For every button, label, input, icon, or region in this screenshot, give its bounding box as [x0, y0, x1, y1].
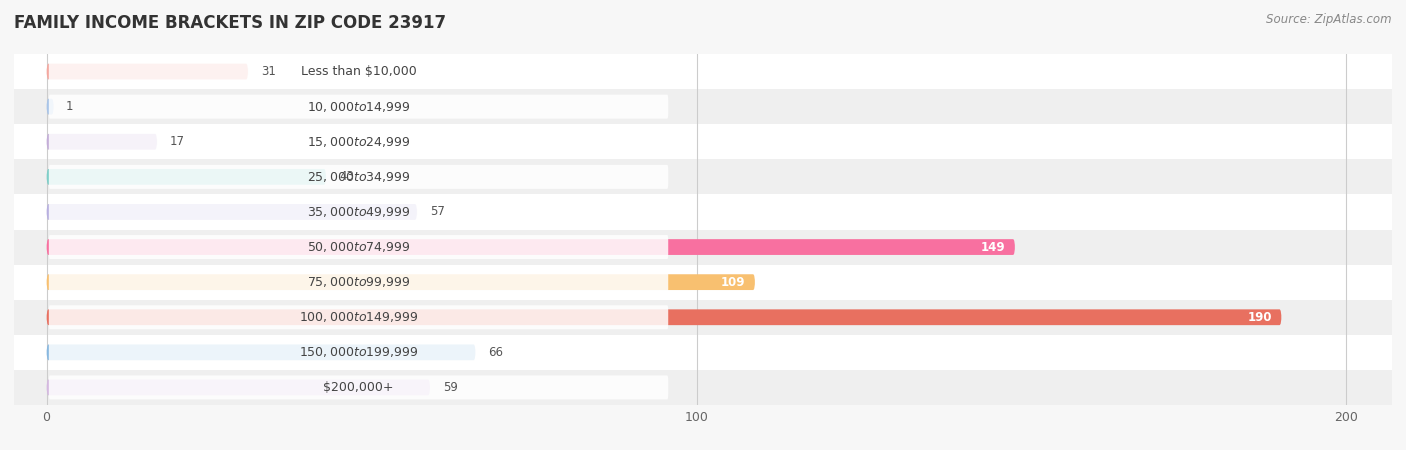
Text: $150,000 to $199,999: $150,000 to $199,999	[299, 345, 418, 360]
Text: Source: ZipAtlas.com: Source: ZipAtlas.com	[1267, 14, 1392, 27]
Bar	[0, 194, 1392, 230]
FancyBboxPatch shape	[49, 375, 668, 400]
Text: 66: 66	[488, 346, 503, 359]
Text: 31: 31	[262, 65, 276, 78]
Text: Less than $10,000: Less than $10,000	[301, 65, 416, 78]
Text: 109: 109	[721, 276, 745, 288]
FancyBboxPatch shape	[46, 274, 755, 290]
FancyBboxPatch shape	[49, 59, 668, 84]
Text: $50,000 to $74,999: $50,000 to $74,999	[307, 240, 411, 254]
FancyBboxPatch shape	[46, 204, 418, 220]
Text: $200,000+: $200,000+	[323, 381, 394, 394]
FancyBboxPatch shape	[46, 63, 247, 80]
Text: 43: 43	[339, 171, 354, 183]
FancyBboxPatch shape	[49, 200, 668, 224]
Text: $25,000 to $34,999: $25,000 to $34,999	[307, 170, 411, 184]
Text: $100,000 to $149,999: $100,000 to $149,999	[299, 310, 418, 324]
FancyBboxPatch shape	[49, 305, 668, 329]
Text: 57: 57	[430, 206, 444, 218]
Text: 149: 149	[980, 241, 1005, 253]
FancyBboxPatch shape	[46, 239, 1015, 255]
Bar	[0, 230, 1392, 265]
FancyBboxPatch shape	[46, 344, 475, 360]
Text: 59: 59	[443, 381, 458, 394]
Bar	[0, 370, 1392, 405]
Text: 17: 17	[170, 135, 186, 148]
FancyBboxPatch shape	[46, 309, 1281, 325]
Text: 1: 1	[66, 100, 73, 113]
Bar	[0, 89, 1392, 124]
FancyBboxPatch shape	[49, 94, 668, 119]
Text: FAMILY INCOME BRACKETS IN ZIP CODE 23917: FAMILY INCOME BRACKETS IN ZIP CODE 23917	[14, 14, 446, 32]
FancyBboxPatch shape	[49, 235, 668, 259]
Text: 190: 190	[1247, 311, 1271, 324]
Bar	[0, 265, 1392, 300]
FancyBboxPatch shape	[46, 169, 326, 185]
Text: $35,000 to $49,999: $35,000 to $49,999	[307, 205, 411, 219]
FancyBboxPatch shape	[49, 340, 668, 364]
FancyBboxPatch shape	[49, 270, 668, 294]
FancyBboxPatch shape	[49, 130, 668, 154]
FancyBboxPatch shape	[46, 99, 53, 115]
FancyBboxPatch shape	[46, 379, 430, 396]
FancyBboxPatch shape	[46, 134, 157, 150]
Text: $75,000 to $99,999: $75,000 to $99,999	[307, 275, 411, 289]
Text: $10,000 to $14,999: $10,000 to $14,999	[307, 99, 411, 114]
Bar	[0, 54, 1392, 89]
Bar	[0, 300, 1392, 335]
Bar	[0, 124, 1392, 159]
FancyBboxPatch shape	[49, 165, 668, 189]
Bar	[0, 159, 1392, 194]
Text: $15,000 to $24,999: $15,000 to $24,999	[307, 135, 411, 149]
Bar	[0, 335, 1392, 370]
